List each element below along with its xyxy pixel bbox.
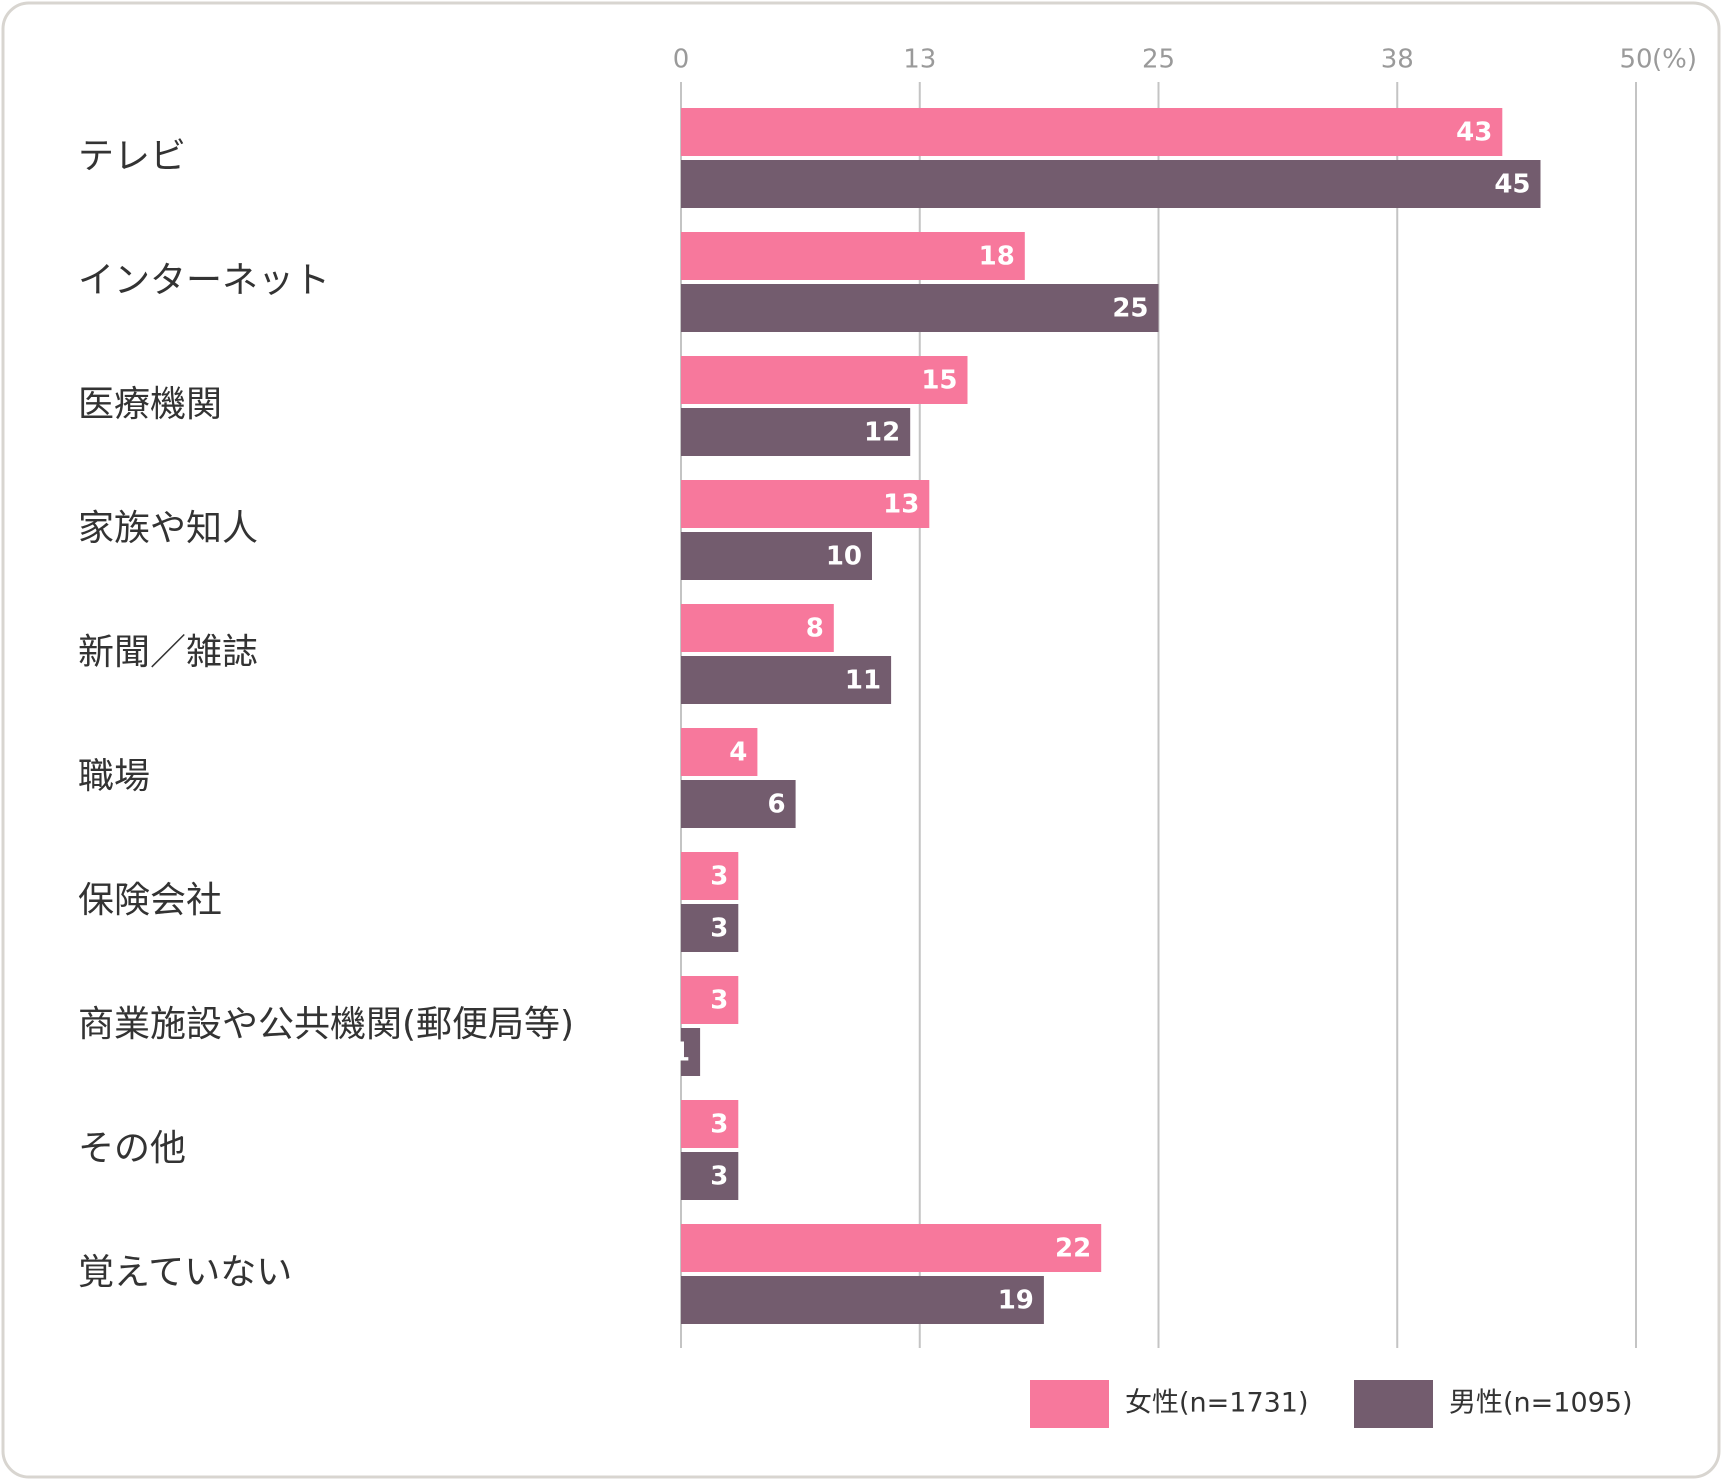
bar xyxy=(681,852,739,900)
value-label: 10 xyxy=(826,542,862,572)
value-label: 3 xyxy=(710,1110,728,1140)
x-tick-label: 25 xyxy=(1142,45,1175,75)
value-label: 43 xyxy=(1456,118,1492,148)
category-label: 医療機関 xyxy=(78,384,222,425)
bar xyxy=(681,408,911,456)
bar xyxy=(681,1100,739,1148)
x-tick-label: 50 xyxy=(1619,45,1652,75)
bar xyxy=(681,976,739,1024)
bar xyxy=(681,1276,1044,1324)
value-label: 6 xyxy=(768,790,786,820)
x-tick-label: 13 xyxy=(903,45,936,75)
x-tick-label: 0 xyxy=(673,45,690,75)
category-label: 家族や知人 xyxy=(78,508,258,549)
bar xyxy=(681,356,968,404)
value-label: 15 xyxy=(921,366,957,396)
value-label: 4 xyxy=(729,738,747,768)
category-label: その他 xyxy=(78,1128,186,1169)
value-label: 13 xyxy=(883,490,919,520)
value-label: 19 xyxy=(998,1286,1034,1316)
category-label: テレビ xyxy=(78,136,186,177)
x-unit: (%) xyxy=(1652,45,1697,75)
value-label: 3 xyxy=(710,862,728,892)
category-label: 新聞／雑誌 xyxy=(78,632,258,673)
value-label: 25 xyxy=(1112,294,1148,324)
legend-label: 男性(n=1095) xyxy=(1449,1388,1633,1419)
bar xyxy=(681,728,758,776)
bar xyxy=(681,108,1503,156)
bar xyxy=(681,1224,1102,1272)
legend-swatch xyxy=(1030,1380,1109,1428)
value-label: 18 xyxy=(979,242,1015,272)
value-label: 45 xyxy=(1494,170,1530,200)
bar xyxy=(681,160,1541,208)
bar xyxy=(681,480,930,528)
value-label: 1 xyxy=(672,1038,690,1068)
bar xyxy=(681,656,892,704)
value-label: 12 xyxy=(864,418,900,448)
category-label: 覚えていない xyxy=(78,1252,292,1293)
category-label: 保険会社 xyxy=(78,880,222,921)
value-label: 3 xyxy=(710,1162,728,1192)
value-label: 3 xyxy=(710,986,728,1016)
category-label: 職場 xyxy=(78,756,150,797)
bar xyxy=(681,780,796,828)
bar xyxy=(681,532,872,580)
bar xyxy=(681,284,1159,332)
value-label: 8 xyxy=(806,614,824,644)
value-label: 11 xyxy=(845,666,881,696)
legend-swatch xyxy=(1354,1380,1433,1428)
category-label: 商業施設や公共機関(郵便局等) xyxy=(78,1004,574,1045)
bar xyxy=(681,1028,701,1076)
bar xyxy=(681,232,1025,280)
category-label: インターネット xyxy=(78,260,330,301)
value-label: 3 xyxy=(710,914,728,944)
legend-label: 女性(n=1731) xyxy=(1125,1388,1309,1419)
bar xyxy=(681,904,739,952)
x-tick-label: 38 xyxy=(1381,45,1414,75)
value-label: 22 xyxy=(1055,1234,1091,1264)
bar xyxy=(681,1152,739,1200)
bar xyxy=(681,604,834,652)
